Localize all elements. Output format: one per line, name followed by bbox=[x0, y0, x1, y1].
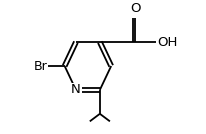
Text: OH: OH bbox=[157, 36, 178, 49]
Text: O: O bbox=[130, 2, 140, 15]
Text: N: N bbox=[71, 83, 81, 96]
Text: Br: Br bbox=[33, 59, 47, 72]
